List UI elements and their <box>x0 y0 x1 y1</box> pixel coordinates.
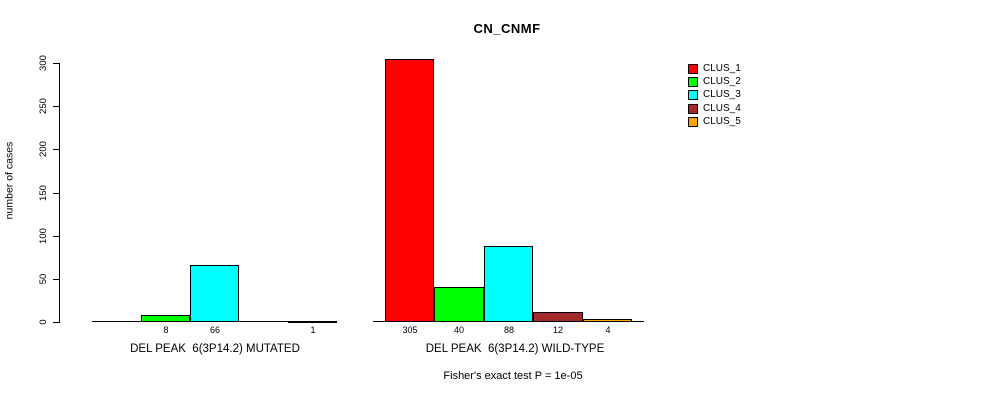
legend-label: CLUS_1 <box>703 63 741 74</box>
legend-swatch <box>688 90 698 100</box>
y-tick <box>53 63 59 64</box>
y-tick-label: 300 <box>38 55 49 71</box>
legend-label: CLUS_3 <box>703 89 741 100</box>
legend-swatch <box>688 64 698 74</box>
y-tick <box>53 193 59 194</box>
y-tick <box>53 322 59 323</box>
footnote-fisher-test: Fisher's exact test P = 1e-05 <box>443 370 583 382</box>
bar <box>533 312 583 322</box>
legend-label: CLUS_4 <box>703 103 741 114</box>
y-tick-label: 0 <box>38 319 49 325</box>
bar <box>484 246 533 322</box>
legend-label: CLUS_2 <box>703 76 741 87</box>
legend-swatch <box>688 77 698 87</box>
bar-value-label: 88 <box>503 325 514 335</box>
bar-value-label: 12 <box>552 325 563 335</box>
bar <box>434 287 484 322</box>
bar-value-label: 305 <box>402 325 418 335</box>
y-tick-label: 150 <box>38 185 49 201</box>
bar <box>583 319 632 322</box>
y-axis-line <box>59 63 60 323</box>
y-tick-label: 100 <box>38 228 49 244</box>
y-tick-label: 50 <box>38 273 49 285</box>
bar-value-label: 1 <box>310 325 316 335</box>
bar-value-label: 66 <box>209 325 220 335</box>
y-tick-label: 250 <box>38 98 49 114</box>
y-tick <box>53 149 59 150</box>
y-axis-label: number of cases <box>3 141 16 220</box>
legend-swatch <box>688 104 698 114</box>
bar-value-label: 8 <box>163 325 169 335</box>
y-tick <box>53 106 59 107</box>
legend-swatch <box>688 117 698 127</box>
group-label-mutated: DEL PEAK 6(3P14.2) MUTATED <box>130 343 300 355</box>
bar <box>141 315 190 322</box>
legend-label: CLUS_5 <box>703 116 741 127</box>
bar <box>385 59 434 322</box>
y-tick <box>53 236 59 237</box>
bar-value-label: 40 <box>453 325 464 335</box>
y-tick-label: 200 <box>38 141 49 157</box>
group-label-wild-type: DEL PEAK 6(3P14.2) WILD-TYPE <box>425 343 605 355</box>
chart-title: CN_CNMF <box>473 21 541 36</box>
bar <box>190 265 239 322</box>
bar-value-label: 4 <box>605 325 611 335</box>
y-tick <box>53 279 59 280</box>
bar <box>288 321 337 323</box>
